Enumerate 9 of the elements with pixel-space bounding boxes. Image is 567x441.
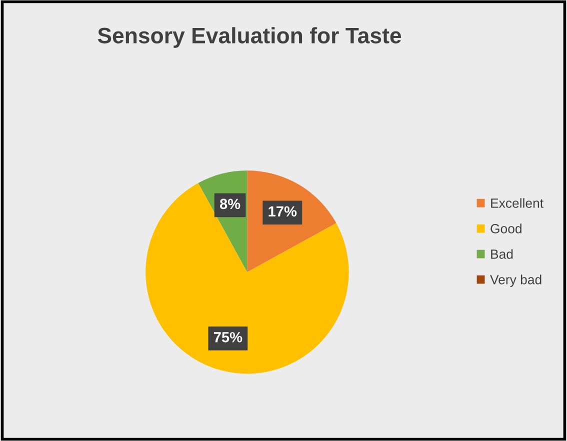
data-label: 75%: [214, 332, 242, 342]
legend-label: Good: [490, 224, 522, 234]
data-label: 17%: [268, 206, 297, 217]
pie-slice: [146, 183, 349, 374]
legend-label: Very bad: [490, 274, 542, 287]
chart-title: Sensory Evaluation for Taste: [98, 27, 402, 48]
data-label: 8%: [220, 198, 240, 210]
legend-label: Excellent: [491, 198, 544, 208]
legend-label: Bad: [491, 249, 513, 259]
